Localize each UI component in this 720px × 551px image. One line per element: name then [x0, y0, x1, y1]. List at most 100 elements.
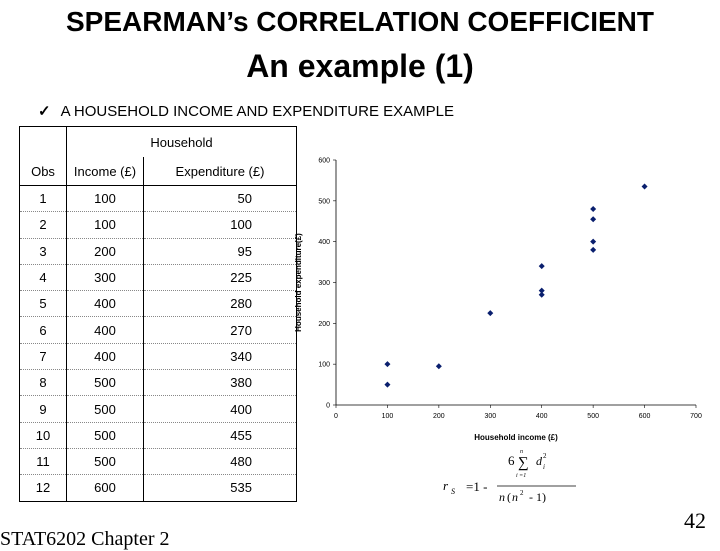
x-tick-label: 500: [587, 413, 599, 420]
x-tick-label: 400: [536, 413, 548, 420]
table-row: 1 100 50: [19, 185, 297, 213]
y-tick-label: 400: [318, 239, 330, 246]
x-tick-label: 600: [639, 413, 651, 420]
x-axis-title: Household income (£): [474, 433, 558, 442]
cell-income: 500: [66, 369, 144, 397]
cell-expenditure: 270: [143, 316, 297, 344]
y-axis-title: Household expenditure(£): [294, 233, 303, 332]
cell-expenditure: 95: [143, 238, 297, 265]
formula-d-superscript: 2: [543, 452, 547, 460]
cell-obs: 2: [19, 211, 67, 239]
cell-expenditure: 280: [143, 290, 297, 318]
bullet-text: A HOUSEHOLD INCOME AND EXPENDITURE EXAMP…: [60, 102, 454, 120]
data-point: [641, 183, 648, 190]
formula-d-subscript: i: [543, 463, 545, 471]
x-tick-label: 700: [690, 413, 702, 420]
data-point: [590, 246, 597, 253]
formula-lhs: r: [443, 478, 449, 493]
cell-income: 600: [66, 474, 144, 502]
table-row: 7 400 340: [19, 343, 297, 371]
checkmark-icon: ✓: [38, 103, 51, 120]
data-point: [435, 363, 442, 370]
denominator-paren: (: [507, 490, 511, 503]
data-point: [538, 263, 545, 270]
bullet-item: ✓ A HOUSEHOLD INCOME AND EXPENDITURE EXA…: [38, 102, 454, 121]
y-tick-label: 0: [326, 403, 330, 410]
sum-lower-limit: i =1: [516, 473, 526, 479]
cell-income: 500: [66, 422, 144, 449]
data-point: [487, 310, 494, 317]
spearman-formula: r S =1 - 6 n ∑ i =1 d i 2 n ( n 2 - 1): [443, 449, 576, 503]
table-row: 10 500 455: [19, 422, 297, 449]
sum-symbol-icon: ∑: [518, 455, 529, 471]
data-table: Household Obs Income (£) Expenditure (£)…: [19, 126, 297, 502]
slide-title: SPEARMAN’s CORRELATION COEFFICIENT: [65, 6, 654, 37]
data-point: [384, 361, 391, 368]
cell-income: 400: [66, 316, 144, 344]
cell-obs: 5: [19, 290, 67, 318]
cell-expenditure: 340: [143, 343, 297, 371]
cell-obs: 1: [19, 185, 67, 213]
cell-income: 400: [66, 343, 144, 371]
table-row: 4 300 225: [19, 264, 297, 292]
column-header-obs: Obs: [19, 157, 67, 186]
cell-expenditure: 400: [143, 395, 297, 423]
cell-expenditure: 380: [143, 369, 297, 397]
table-group-header: Household: [150, 134, 213, 150]
table-row: 12 600 535: [19, 474, 297, 502]
cell-expenditure: 50: [143, 185, 297, 213]
cell-income: 500: [66, 395, 144, 423]
table-row: 9 500 400: [19, 395, 297, 423]
denominator-rest: - 1): [526, 490, 546, 503]
column-header-income: Income (£): [66, 157, 144, 186]
cell-expenditure: 100: [143, 211, 297, 239]
cell-income: 100: [66, 185, 144, 213]
table-row: 6 400 270: [19, 316, 297, 344]
x-tick-label: 300: [484, 413, 496, 420]
y-tick-label: 500: [318, 198, 330, 205]
cell-obs: 4: [19, 264, 67, 292]
table-row: 2 100 100: [19, 211, 297, 239]
data-point: [538, 287, 545, 294]
data-point: [384, 381, 391, 388]
table-row: 5 400 280: [19, 290, 297, 318]
formula-lhs-subscript: S: [451, 487, 455, 496]
y-tick-label: 200: [318, 321, 330, 328]
x-tick-label: 0: [334, 413, 338, 420]
cell-expenditure: 225: [143, 264, 297, 292]
cell-expenditure: 535: [230, 480, 252, 496]
data-point: [590, 206, 597, 212]
cell-expenditure: 455: [143, 422, 297, 449]
y-tick-label: 100: [318, 362, 330, 369]
cell-income: 100: [66, 211, 144, 239]
cell-obs: 8: [19, 369, 67, 397]
numerator-coefficient: 6: [508, 453, 515, 468]
data-point: [538, 291, 545, 298]
table-row: 11 500 480: [19, 448, 297, 476]
cell-obs: 12: [19, 474, 67, 502]
cell-income: 500: [66, 448, 144, 476]
y-tick-label: 300: [318, 280, 330, 287]
slide-subtitle: An example (1): [246, 48, 474, 84]
page-number: 42: [684, 508, 706, 533]
cell-income: 200: [66, 238, 144, 265]
cell-obs: 7: [19, 343, 67, 371]
cell-income: 400: [66, 290, 144, 318]
x-tick-label: 200: [433, 413, 445, 420]
table-header-blank: [19, 126, 67, 157]
cell-obs: 10: [19, 422, 67, 449]
column-header-expenditure: Expenditure (£): [143, 157, 297, 186]
cell-obs: 11: [19, 448, 67, 476]
cell-obs: 6: [19, 316, 67, 344]
denominator-n2: n: [512, 490, 518, 503]
sum-upper-limit: n: [520, 449, 523, 455]
denominator-n: n: [499, 490, 505, 503]
x-tick-label: 100: [382, 413, 394, 420]
table-row: 8 500 380: [19, 369, 297, 397]
denominator-superscript: 2: [520, 489, 524, 497]
y-tick-label: 600: [318, 158, 330, 165]
cell-income: 300: [66, 264, 144, 292]
scatter-chart: 0 100 200 300 400 500 600 700 0 100 200 300 400 500 60…: [294, 158, 702, 443]
cell-obs: 9: [19, 395, 67, 423]
formula-equals: =1 -: [466, 479, 487, 494]
